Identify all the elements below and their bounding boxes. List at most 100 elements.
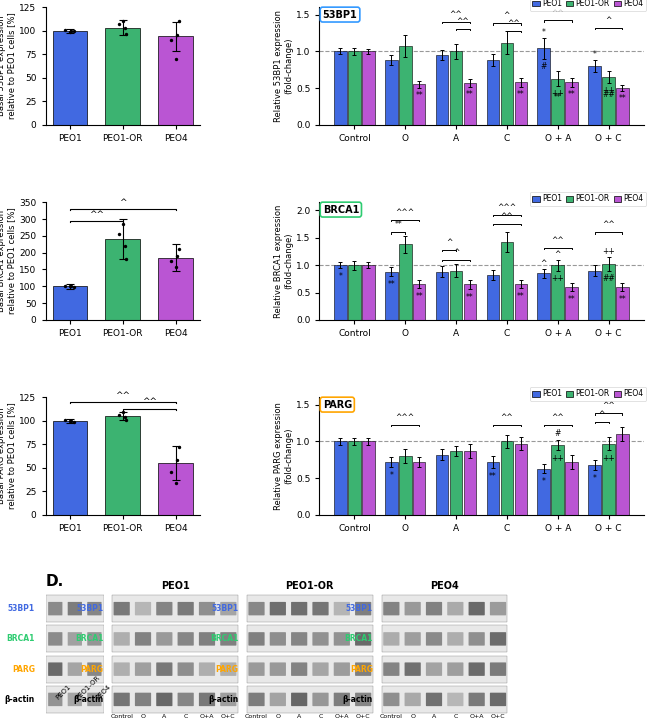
Text: ++: ++ bbox=[602, 86, 615, 95]
Text: **: ** bbox=[619, 295, 627, 304]
FancyBboxPatch shape bbox=[490, 602, 506, 615]
Point bbox=[60, 280, 70, 291]
Text: 53BP1: 53BP1 bbox=[322, 9, 358, 20]
Title: PEO1-OR: PEO1-OR bbox=[285, 581, 334, 591]
Y-axis label: Relative PARG expression
(fold-change): Relative PARG expression (fold-change) bbox=[274, 402, 293, 510]
Text: D.: D. bbox=[46, 573, 64, 589]
Bar bbox=[382, 595, 508, 623]
Text: ##: ## bbox=[602, 90, 615, 99]
Point bbox=[118, 406, 128, 418]
Text: PARG: PARG bbox=[12, 664, 35, 674]
Text: *: * bbox=[593, 51, 597, 59]
Text: A: A bbox=[432, 714, 436, 719]
Point bbox=[121, 27, 131, 39]
Point bbox=[66, 415, 76, 427]
FancyBboxPatch shape bbox=[426, 632, 442, 646]
FancyBboxPatch shape bbox=[114, 693, 130, 706]
Text: PARG: PARG bbox=[322, 400, 352, 410]
Bar bbox=[566, 82, 578, 125]
Text: **: ** bbox=[415, 292, 423, 301]
Y-axis label: Relative BRCA1 expression
(fold-change): Relative BRCA1 expression (fold-change) bbox=[274, 205, 293, 317]
FancyBboxPatch shape bbox=[333, 602, 350, 615]
Text: ^^: ^^ bbox=[551, 414, 564, 422]
Bar bbox=[500, 43, 513, 125]
Bar bbox=[382, 625, 508, 652]
Text: **: ** bbox=[489, 471, 497, 481]
Text: ^^^: ^^^ bbox=[396, 208, 415, 218]
Text: ^^: ^^ bbox=[88, 210, 104, 218]
FancyBboxPatch shape bbox=[87, 662, 101, 676]
Text: **: ** bbox=[517, 292, 525, 301]
FancyBboxPatch shape bbox=[447, 632, 463, 646]
Point bbox=[65, 280, 75, 291]
Bar bbox=[46, 595, 103, 623]
FancyBboxPatch shape bbox=[156, 632, 172, 646]
Bar bbox=[436, 455, 448, 515]
Text: Control: Control bbox=[245, 714, 268, 719]
Text: ^: ^ bbox=[599, 411, 604, 419]
FancyBboxPatch shape bbox=[114, 632, 130, 646]
FancyBboxPatch shape bbox=[87, 693, 101, 706]
Text: O+C: O+C bbox=[221, 714, 236, 719]
Text: ^: ^ bbox=[541, 259, 547, 268]
Bar bbox=[538, 48, 550, 125]
Bar bbox=[616, 287, 629, 320]
Bar bbox=[487, 275, 499, 320]
Text: ++: ++ bbox=[551, 89, 564, 98]
Bar bbox=[588, 270, 601, 320]
Text: ^^: ^^ bbox=[457, 17, 469, 26]
FancyBboxPatch shape bbox=[291, 662, 307, 676]
FancyBboxPatch shape bbox=[426, 693, 442, 706]
FancyBboxPatch shape bbox=[313, 693, 329, 706]
Text: BRCA1: BRCA1 bbox=[75, 634, 103, 643]
FancyBboxPatch shape bbox=[248, 693, 265, 706]
Bar bbox=[463, 83, 476, 125]
FancyBboxPatch shape bbox=[68, 602, 82, 615]
Point bbox=[171, 261, 181, 273]
Point bbox=[120, 411, 130, 423]
FancyBboxPatch shape bbox=[248, 632, 265, 646]
Text: **: ** bbox=[568, 90, 575, 98]
Text: ^^: ^^ bbox=[508, 19, 520, 27]
FancyBboxPatch shape bbox=[291, 632, 307, 646]
Bar bbox=[385, 272, 398, 320]
FancyBboxPatch shape bbox=[177, 632, 194, 646]
FancyBboxPatch shape bbox=[333, 632, 350, 646]
Text: PARG: PARG bbox=[81, 664, 103, 674]
Text: ^: ^ bbox=[504, 12, 510, 20]
Bar bbox=[616, 88, 629, 125]
Bar bbox=[515, 82, 527, 125]
Bar bbox=[399, 46, 411, 125]
Text: ^: ^ bbox=[453, 248, 460, 257]
Text: β-actin: β-actin bbox=[73, 695, 103, 704]
FancyBboxPatch shape bbox=[384, 602, 400, 615]
FancyBboxPatch shape bbox=[220, 662, 237, 676]
Bar bbox=[551, 79, 564, 125]
Point bbox=[70, 25, 80, 37]
Y-axis label: Relative 53BP1 expression
(fold-change): Relative 53BP1 expression (fold-change) bbox=[274, 10, 293, 122]
Text: 53BP1: 53BP1 bbox=[8, 604, 35, 613]
FancyBboxPatch shape bbox=[48, 632, 62, 646]
FancyBboxPatch shape bbox=[156, 602, 172, 615]
Text: *: * bbox=[542, 28, 545, 38]
Bar bbox=[348, 265, 361, 320]
FancyBboxPatch shape bbox=[156, 693, 172, 706]
Bar bbox=[348, 51, 361, 125]
Bar bbox=[53, 31, 87, 125]
Text: ^^: ^^ bbox=[602, 221, 615, 229]
Text: C: C bbox=[183, 714, 188, 719]
Point bbox=[66, 25, 76, 37]
Bar bbox=[247, 595, 372, 623]
Text: PEO1: PEO1 bbox=[55, 683, 73, 701]
Text: **: ** bbox=[395, 221, 402, 229]
FancyBboxPatch shape bbox=[333, 662, 350, 676]
Text: *: * bbox=[542, 476, 545, 486]
FancyBboxPatch shape bbox=[135, 693, 151, 706]
Y-axis label: Basal PARG expression
relative to PEO1 cells [%]: Basal PARG expression relative to PEO1 c… bbox=[0, 403, 16, 510]
FancyBboxPatch shape bbox=[68, 662, 82, 676]
Bar bbox=[247, 625, 372, 652]
FancyBboxPatch shape bbox=[220, 602, 237, 615]
Bar bbox=[334, 441, 346, 515]
Bar bbox=[588, 66, 601, 125]
Point bbox=[174, 441, 184, 453]
